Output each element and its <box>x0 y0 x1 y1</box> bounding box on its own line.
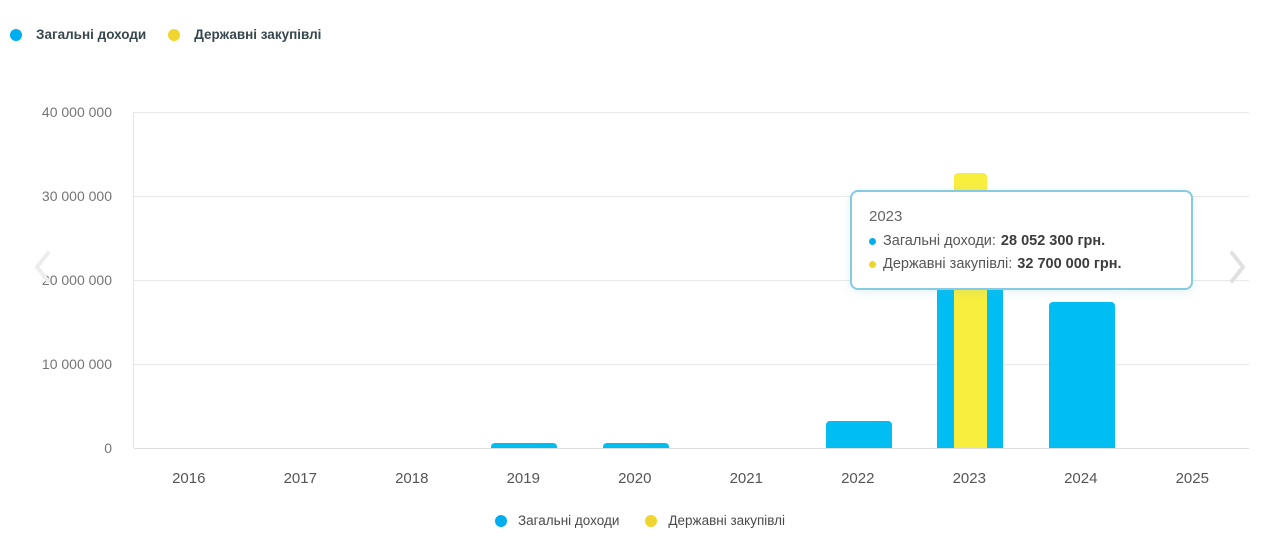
tooltip-row: Загальні доходи: 28 052 300 грн. <box>869 230 1175 253</box>
legend-dot-icon <box>168 28 181 41</box>
tooltip-row-value: 32 700 000 грн. <box>1017 256 1122 272</box>
chevron-left-icon <box>31 251 53 290</box>
y-tick-label: 20 000 000 <box>41 272 112 288</box>
legend-dot-icon <box>645 514 658 527</box>
x-tick-label: 2017 <box>283 470 317 487</box>
legend-item-1[interactable]: Державні закупівлі <box>168 27 321 42</box>
legend-dot-icon <box>10 28 22 41</box>
bar-2020-s0[interactable] <box>602 442 669 448</box>
legend-item-0[interactable]: Загальні доходи <box>494 513 620 528</box>
x-tick-label: 2024 <box>1064 470 1098 487</box>
bar-2022-s0[interactable] <box>825 421 892 448</box>
gridline <box>134 112 1249 113</box>
y-tick-label: 40 000 000 <box>41 104 112 120</box>
x-tick-label: 2021 <box>729 470 763 487</box>
legend-label: Державні закупівлі <box>194 27 322 42</box>
gridline <box>134 280 1249 281</box>
tooltip-rows: Загальні доходи: 28 052 300 грн. Державні … <box>869 230 1175 276</box>
next-button[interactable] <box>1227 247 1249 287</box>
legend-label: Загальні доходи <box>517 513 620 528</box>
tooltip-row-label: Загальні доходи: <box>883 233 996 249</box>
x-tick-label: 2025 <box>1175 470 1209 487</box>
y-tick-label: 30 000 000 <box>41 188 112 204</box>
chevron-right-icon <box>1227 251 1249 290</box>
tooltip-row-label: Державні закупівлі: <box>883 256 1013 272</box>
x-tick-label: 2022 <box>841 470 875 487</box>
y-axis: 0 10 000 000 20 000 000 30 000 000 40 000 00… <box>0 104 112 456</box>
x-tick-label: 2019 <box>506 470 540 487</box>
legend-item-0[interactable]: Загальні доходи <box>10 27 146 42</box>
tooltip-dot-icon <box>869 261 876 268</box>
tooltip: 2023 Загальні доходи: 28 052 300 грн. Держ… <box>850 190 1193 290</box>
x-tick-label: 2020 <box>618 470 652 487</box>
legend-item-1[interactable]: Державні закупівлі <box>645 513 785 528</box>
tooltip-dot-icon <box>869 238 876 245</box>
bar-2024-s0[interactable] <box>1048 301 1115 448</box>
legend-label: Державні закупівлі <box>668 513 786 528</box>
prev-button[interactable] <box>31 247 53 287</box>
x-axis: 2016 2017 2018 2019 2020 2021 2022 2023 2024 2025 <box>133 470 1248 490</box>
x-tick-label: 2018 <box>395 470 429 487</box>
legend-label: Загальні доходи <box>36 27 147 42</box>
bar-2019-s0[interactable] <box>491 442 558 448</box>
legend-dot-icon <box>494 514 507 527</box>
gridline <box>134 196 1249 197</box>
tooltip-row: Державні закупівлі: 32 700 000 грн. <box>869 253 1175 276</box>
y-tick-label: 10 000 000 <box>41 356 112 372</box>
x-tick-label: 2016 <box>172 470 206 487</box>
gridline <box>134 448 1249 449</box>
gridline <box>134 364 1249 365</box>
x-tick-label: 2023 <box>952 470 986 487</box>
y-tick-label: 0 <box>104 440 112 456</box>
legend-bottom: Загальні доходи Державні закупівлі <box>0 513 1280 528</box>
tooltip-row-value: 28 052 300 грн. <box>1000 233 1106 249</box>
legend-top: Загальні доходи Державні закупівлі <box>10 27 321 42</box>
tooltip-title: 2023 <box>869 208 903 225</box>
